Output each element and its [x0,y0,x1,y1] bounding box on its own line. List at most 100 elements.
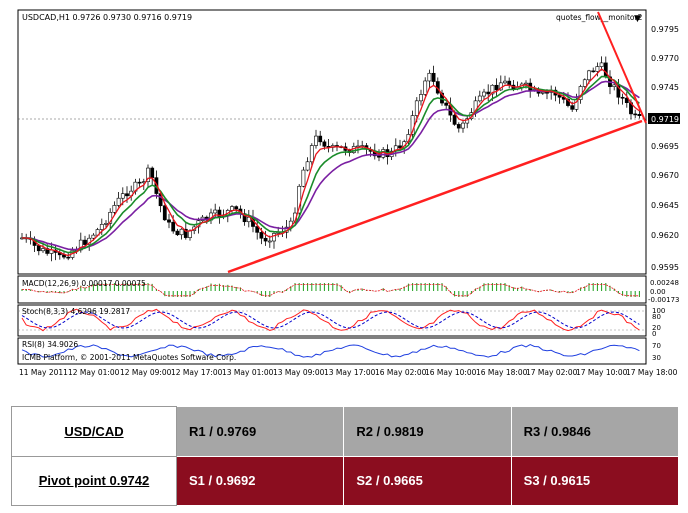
candle [179,228,184,236]
time-label: 12 May 09:00 [120,368,172,377]
candle [595,66,600,72]
main-price-panel [17,9,647,275]
candle [414,100,419,116]
candle [234,206,239,210]
candle [242,213,247,223]
candle [599,62,604,67]
candle [301,169,306,187]
copyright-text: ICMB Platform, © 2001-2011 MetaQuotes So… [22,353,236,362]
pair-cell: USD/CAD [11,406,177,457]
candle [36,245,41,252]
candle [49,249,54,254]
support-trendline[interactable] [227,119,643,274]
candle [255,226,260,233]
symbol-header: USDCAD,H1 0.9726 0.9730 0.9716 0.9719 [22,13,192,22]
candle [637,114,642,117]
pivot-table: USD/CAD R1 / 0.9769 R2 / 0.9819 R3 / 0.9… [11,406,680,506]
time-label: 12 May 17:00 [171,368,223,377]
rsi-panel [17,337,647,365]
candle [524,82,528,85]
candle [108,212,113,224]
stoch-tick: 80 [652,313,661,321]
candle [183,228,188,238]
candle [305,161,310,171]
candle [309,145,314,163]
candle [486,91,491,95]
time-label: 13 May 01:00 [222,368,274,377]
resistance-row: USD/CAD R1 / 0.9769 R2 / 0.9819 R3 / 0.9… [11,406,680,457]
s1-cell: S1 / 0.9692 [175,455,345,506]
candle [112,205,117,213]
time-label: 13 May 09:00 [273,368,325,377]
candle [41,248,45,252]
stoch-label: Stoch(8,3,3) 4.6296 19.2817 [22,307,130,316]
ma-fast-line [21,68,640,257]
candle [545,91,549,94]
price-chart[interactable]: 0.9795 0.9770 0.9745 0.9695 0.9670 0.964… [0,0,688,380]
time-label: 16 May 18:00 [476,368,528,377]
pivot-point-label: Pivot point 0.9742 [38,473,150,489]
macd-tick: 0.00 [650,288,666,296]
candle [171,221,176,232]
candle [267,240,272,243]
chart-canvas[interactable]: 0.9795 0.9770 0.9745 0.9695 0.9670 0.964… [0,0,688,380]
candle [591,70,596,73]
candle [482,91,486,97]
candle [465,118,470,124]
candle [125,193,129,197]
r3-cell: R3 / 0.9846 [510,406,680,457]
stoch-tick: 20 [652,324,661,332]
stoch-tick: 0 [652,330,656,338]
s3-cell: S3 / 0.9615 [510,455,680,506]
candle [259,232,264,239]
time-axis: 11 May 2011 12 May 01:00 12 May 09:00 12… [19,368,678,377]
pair-label: USD/CAD [64,423,124,439]
r2-cell: R2 / 0.9819 [343,406,512,457]
indicator-arrow-icon[interactable]: ▼ [634,14,641,24]
candle [263,237,268,242]
time-label: 11 May 2011 [19,368,68,377]
rsi-line [21,344,640,358]
price-axis: 0.9795 0.9770 0.9745 0.9695 0.9670 0.964… [651,25,679,272]
candle [318,135,323,143]
candle [398,145,402,149]
candle [322,141,327,147]
candle [150,167,155,178]
candle [461,122,465,129]
candle [490,84,495,95]
candle [104,223,108,225]
candle [246,216,251,223]
time-label: 16 May 02:00 [375,368,427,377]
time-label: 12 May 01:00 [68,368,120,377]
candle [272,233,276,242]
candle [377,155,381,158]
candle [213,209,218,214]
candle [587,70,591,81]
rsi-label: RSI(8) 34.9026 [22,340,78,349]
candle [66,256,71,259]
s2-cell: S2 / 0.9665 [343,455,512,506]
support-row: Pivot point 0.9742 S1 / 0.9692 S2 / 0.96… [11,455,680,506]
candle [452,114,457,125]
candle [494,84,499,91]
price-tick: 0.9770 [651,54,679,63]
time-label: 13 May 17:00 [324,368,376,377]
resistance-trendline[interactable] [597,11,647,124]
price-tick: 0.9645 [651,201,679,210]
candle [612,84,617,87]
candle [444,102,449,106]
price-tick: 0.9620 [651,231,679,240]
candle [314,135,318,146]
candle [507,80,512,86]
candle [503,80,507,84]
price-tick: 0.9795 [651,25,679,34]
r1-cell: R1 / 0.9769 [175,406,345,457]
pivot-point-cell: Pivot point 0.9742 [11,455,177,506]
time-label: 16 May 10:00 [425,368,477,377]
candle [620,96,625,99]
candle [624,97,629,104]
price-tick: 0.9670 [651,171,679,180]
current-price-label: 0.9719 [651,115,679,124]
candle [419,94,423,102]
candle [137,181,142,184]
